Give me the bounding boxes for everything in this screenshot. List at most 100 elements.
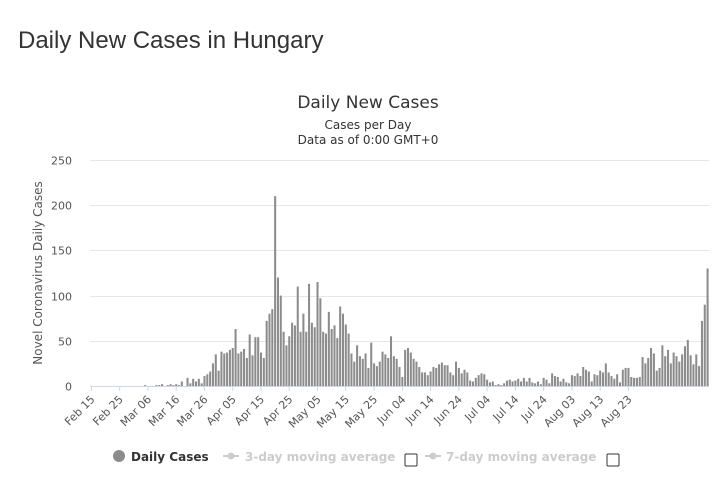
bar[interactable] (700, 320, 703, 386)
bar[interactable] (285, 345, 288, 386)
bar[interactable] (254, 337, 257, 386)
bar[interactable] (435, 367, 438, 386)
bar[interactable] (500, 385, 503, 386)
bar[interactable] (395, 358, 398, 386)
bar[interactable] (452, 375, 455, 386)
bar[interactable] (474, 377, 477, 386)
bar[interactable] (353, 361, 356, 386)
bar[interactable] (627, 367, 630, 386)
bar[interactable] (548, 383, 551, 386)
bar[interactable] (158, 385, 161, 386)
bar[interactable] (350, 353, 353, 386)
bar[interactable] (610, 376, 613, 386)
bar[interactable] (390, 336, 393, 386)
bar[interactable] (706, 268, 709, 386)
bar[interactable] (175, 384, 178, 386)
bar[interactable] (664, 356, 667, 386)
bar[interactable] (562, 378, 565, 386)
legend-item-daily-cases[interactable]: Daily Cases (113, 450, 209, 464)
bar[interactable] (367, 367, 370, 386)
bar[interactable] (587, 371, 590, 386)
bar[interactable] (308, 283, 311, 386)
bar[interactable] (438, 364, 441, 386)
bar[interactable] (446, 365, 449, 386)
bar[interactable] (686, 339, 689, 386)
bar[interactable] (463, 369, 466, 386)
bar[interactable] (469, 380, 472, 386)
bar[interactable] (364, 353, 367, 386)
bar[interactable] (226, 352, 229, 386)
bar[interactable] (217, 370, 220, 386)
bar[interactable] (299, 331, 302, 386)
bar[interactable] (327, 311, 330, 386)
bar[interactable] (392, 356, 395, 386)
bar[interactable] (209, 371, 212, 386)
bar[interactable] (172, 385, 175, 386)
bar[interactable] (347, 333, 350, 386)
bar[interactable] (259, 352, 263, 386)
bar[interactable] (661, 345, 664, 386)
bar[interactable] (240, 351, 243, 386)
bar[interactable] (333, 325, 336, 386)
bar[interactable] (271, 309, 274, 386)
bar[interactable] (404, 349, 407, 386)
bar[interactable] (698, 366, 701, 386)
bar[interactable] (319, 298, 322, 386)
bar[interactable] (488, 382, 491, 386)
bar[interactable] (203, 376, 206, 386)
bar[interactable] (491, 381, 494, 386)
bar[interactable] (257, 337, 260, 386)
bar[interactable] (618, 382, 621, 386)
bar[interactable] (466, 372, 469, 386)
bar[interactable] (180, 381, 183, 386)
bar[interactable] (412, 358, 415, 386)
bar[interactable] (356, 345, 359, 386)
bar[interactable] (638, 376, 641, 386)
bar[interactable] (607, 372, 610, 386)
bar[interactable] (211, 363, 214, 386)
bar[interactable] (378, 361, 381, 386)
bar[interactable] (384, 354, 387, 386)
bar[interactable] (511, 381, 514, 386)
bar[interactable] (214, 354, 217, 386)
bar[interactable] (542, 377, 545, 386)
bar[interactable] (344, 324, 347, 386)
bar[interactable] (248, 334, 251, 386)
bar[interactable] (206, 374, 209, 386)
bar[interactable] (667, 349, 670, 386)
legend-checkbox-7-day-average[interactable] (606, 453, 620, 467)
bar[interactable] (573, 376, 576, 386)
bar[interactable] (189, 383, 192, 386)
bar[interactable] (553, 376, 556, 386)
bar[interactable] (556, 376, 559, 386)
bar[interactable] (197, 378, 200, 386)
bar[interactable] (477, 375, 480, 386)
bar[interactable] (375, 366, 378, 386)
bar[interactable] (291, 322, 294, 386)
bar[interactable] (429, 371, 432, 386)
bar[interactable] (599, 370, 602, 386)
bar[interactable] (373, 363, 376, 386)
bar[interactable] (245, 357, 248, 386)
bar[interactable] (460, 373, 463, 386)
bar[interactable] (381, 351, 384, 386)
bar[interactable] (192, 378, 195, 386)
bar[interactable] (169, 384, 172, 386)
bar[interactable] (324, 333, 328, 386)
bar[interactable] (590, 381, 593, 386)
bar[interactable] (655, 370, 658, 386)
bar[interactable] (534, 383, 537, 386)
bar[interactable] (358, 356, 361, 386)
bar[interactable] (432, 367, 435, 386)
bar[interactable] (531, 382, 534, 386)
bar[interactable] (276, 277, 279, 386)
bar[interactable] (658, 367, 661, 386)
bar[interactable] (265, 320, 268, 386)
bar[interactable] (514, 380, 517, 386)
bar[interactable] (486, 379, 489, 386)
bar[interactable] (570, 375, 573, 386)
bar[interactable] (194, 381, 198, 386)
bar[interactable] (228, 349, 231, 386)
bar[interactable] (220, 351, 223, 386)
bar[interactable] (409, 352, 412, 386)
